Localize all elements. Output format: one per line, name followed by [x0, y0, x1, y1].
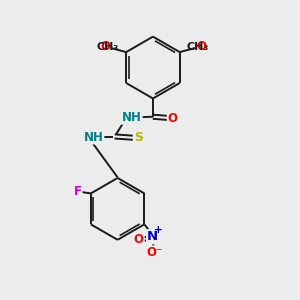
Text: O: O — [100, 40, 110, 53]
Text: O⁻: O⁻ — [146, 246, 162, 260]
Text: O: O — [196, 40, 206, 53]
Text: S: S — [134, 131, 143, 144]
Text: CH₃: CH₃ — [187, 42, 209, 52]
Text: O: O — [134, 232, 144, 246]
Text: O: O — [168, 112, 178, 125]
Text: N: N — [147, 230, 158, 243]
Text: CH₃: CH₃ — [97, 42, 119, 52]
Text: +: + — [154, 225, 163, 235]
Text: F: F — [74, 185, 82, 199]
Text: NH: NH — [122, 111, 142, 124]
Text: NH: NH — [83, 130, 103, 143]
